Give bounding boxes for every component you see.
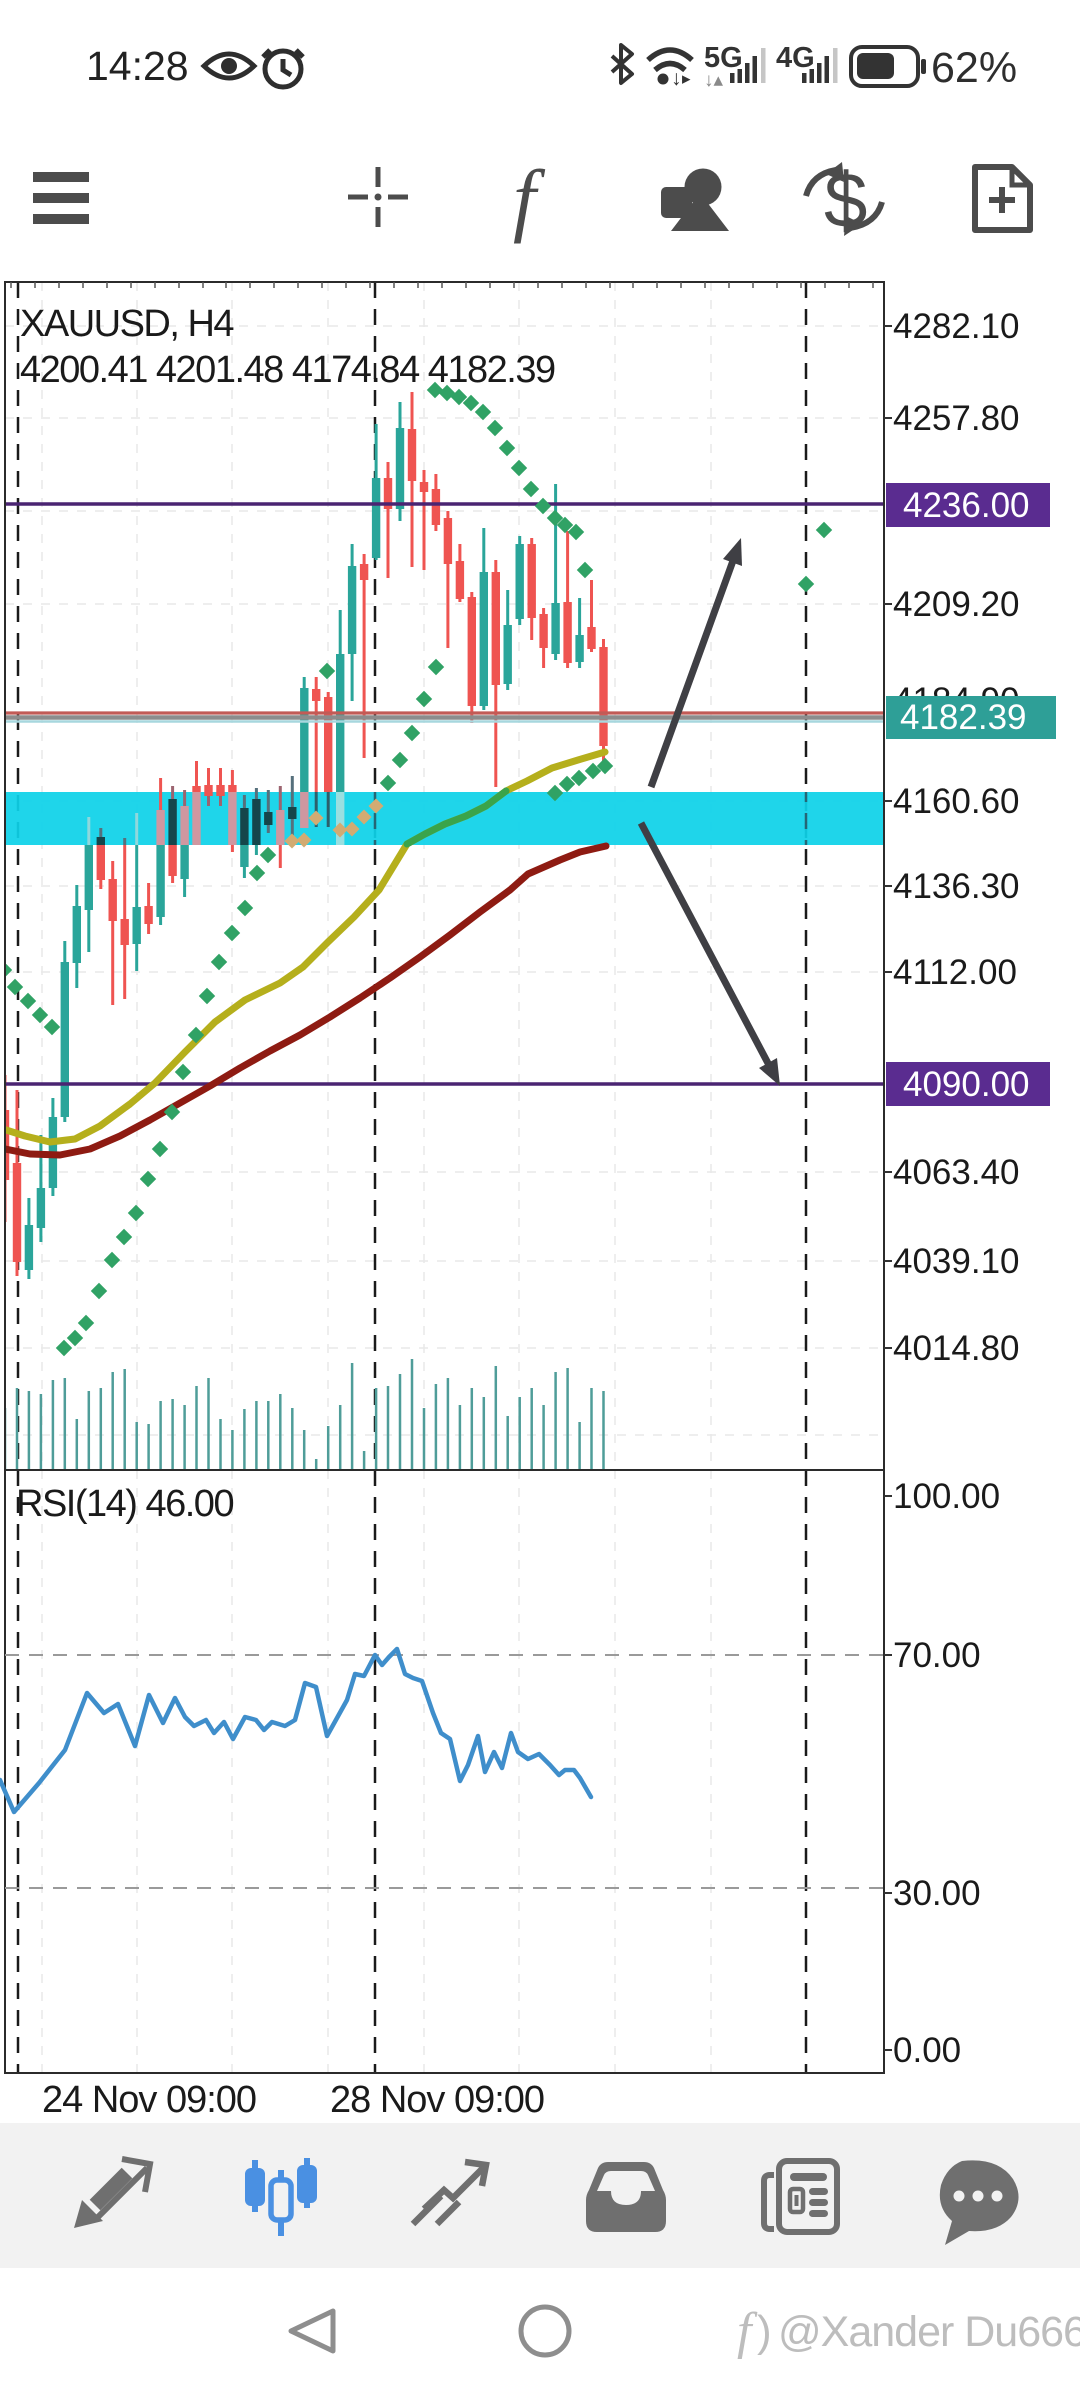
svg-text:@Xander Du666: @Xander Du666: [778, 2308, 1080, 2356]
svg-text:XAUUSD, H4: XAUUSD, H4: [20, 303, 234, 345]
svg-text:4014.80: 4014.80: [893, 1329, 1020, 1368]
svg-text:70.00: 70.00: [893, 1636, 981, 1675]
svg-text:4136.30: 4136.30: [893, 867, 1020, 906]
svg-text:0.00: 0.00: [893, 2031, 961, 2070]
svg-text:RSI(14) 46.00: RSI(14) 46.00: [16, 1483, 233, 1525]
svg-text:4282.10: 4282.10: [893, 307, 1020, 346]
svg-text:62%: 62%: [931, 44, 1017, 92]
svg-text:4209.20: 4209.20: [893, 585, 1020, 624]
svg-text:↓: ↓: [671, 67, 682, 90]
svg-text:5G: 5G: [704, 42, 743, 74]
svg-text:): ): [757, 2307, 772, 2356]
svg-text:4063.40: 4063.40: [893, 1153, 1020, 1192]
svg-text:24 Nov 09:00: 24 Nov 09:00: [42, 2079, 256, 2121]
svg-text:28 Nov 09:00: 28 Nov 09:00: [330, 2079, 544, 2121]
svg-text:4182.39: 4182.39: [900, 698, 1027, 737]
svg-text:100.00: 100.00: [893, 1477, 1000, 1516]
svg-text:▸: ▸: [682, 69, 691, 88]
svg-text:4160.60: 4160.60: [893, 782, 1020, 821]
svg-text:4200.41 4201.48 4174.84 4182.3: 4200.41 4201.48 4174.84 4182.39: [20, 349, 555, 391]
svg-text:4039.10: 4039.10: [893, 1242, 1020, 1281]
svg-text:↓▴: ↓▴: [704, 70, 724, 91]
svg-text:14:28: 14:28: [86, 43, 189, 89]
svg-text:4090.00: 4090.00: [903, 1065, 1030, 1104]
svg-text:4G: 4G: [776, 42, 815, 74]
svg-text:4112.00: 4112.00: [893, 953, 1017, 992]
svg-text:4236.00: 4236.00: [903, 486, 1030, 525]
svg-text:4257.80: 4257.80: [893, 399, 1020, 438]
svg-text:30.00: 30.00: [893, 1874, 981, 1913]
